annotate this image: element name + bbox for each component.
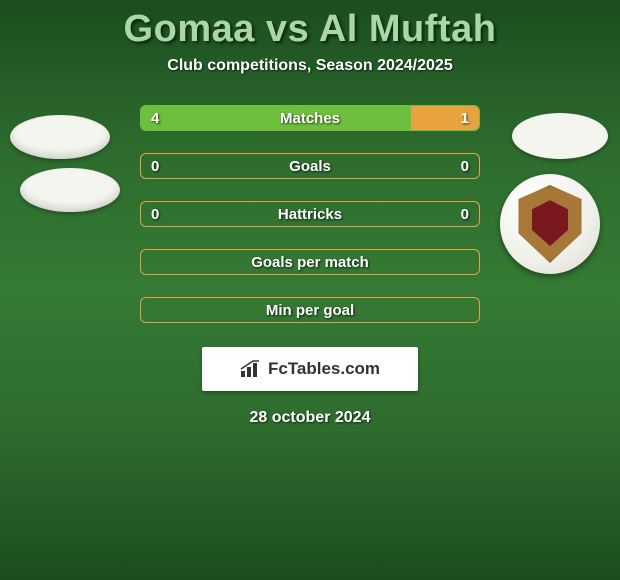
stat-value-left: 0 — [151, 158, 159, 175]
stats-container: 4 Matches 1 0 Goals 0 0 Hattricks 0 Goals per mat… — [0, 105, 620, 323]
stat-label: Goals per match — [251, 254, 369, 271]
snapshot-date: 28 october 2024 — [250, 409, 371, 427]
stat-value-left: 0 — [151, 206, 159, 223]
stat-value-right: 0 — [461, 206, 469, 223]
stat-label: Goals — [289, 158, 331, 175]
stat-value-right: 0 — [461, 158, 469, 175]
logo-text: FcTables.com — [268, 359, 380, 379]
stat-row: Goals per match — [140, 249, 480, 275]
stat-label: Min per goal — [266, 302, 354, 319]
fctables-logo[interactable]: FcTables.com — [202, 347, 418, 391]
stat-value-left: 4 — [151, 110, 159, 127]
stat-row: 0 Hattricks 0 — [140, 201, 480, 227]
stat-row: Min per goal — [140, 297, 480, 323]
bar-chart-icon — [240, 360, 262, 378]
page-subtitle: Club competitions, Season 2024/2025 — [167, 57, 452, 75]
stat-label: Matches — [280, 110, 340, 127]
page-title: Gomaa vs Al Muftah — [124, 8, 497, 51]
stat-fill-left — [141, 106, 411, 130]
stat-row: 0 Goals 0 — [140, 153, 480, 179]
stat-label: Hattricks — [278, 206, 342, 223]
stat-row: 4 Matches 1 — [140, 105, 480, 131]
stat-value-right: 1 — [461, 110, 469, 127]
